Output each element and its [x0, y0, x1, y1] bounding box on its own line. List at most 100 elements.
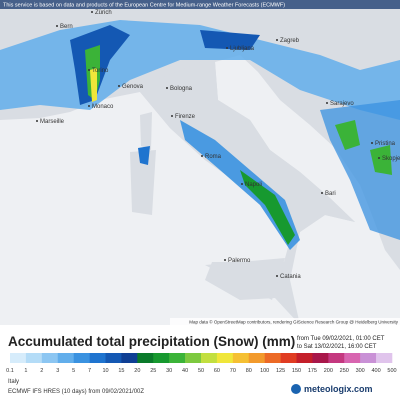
legend-tick-label: 2: [40, 368, 43, 374]
legend-swatch: [376, 353, 393, 363]
attribution-bg: [170, 318, 400, 325]
region: Italy: [8, 379, 19, 385]
legend-tick-label: 250: [340, 368, 349, 374]
city-label: Pristina: [375, 141, 396, 147]
precip-area: [200, 30, 260, 50]
precip-area: [335, 120, 360, 150]
precip-area: [240, 170, 295, 245]
legend: Accumulated total precipitation (Snow) (…: [6, 334, 396, 395]
city-label: Torino: [92, 68, 109, 74]
city-label: Monaco: [92, 104, 114, 110]
legend-tick-label: 3: [56, 368, 59, 374]
legend-tick-label: 25: [150, 368, 156, 374]
city-label: Bern: [60, 24, 73, 30]
city-dot: [118, 85, 120, 87]
city-label: Catania: [280, 274, 301, 280]
date-from: from Tue 09/02/2021, 01:00 CET: [297, 336, 385, 342]
legend-tick-label: 40: [182, 368, 188, 374]
legend-tick-label: 80: [246, 368, 252, 374]
legend-swatch: [73, 353, 90, 363]
legend-swatch: [10, 353, 27, 363]
city-dot: [378, 157, 380, 159]
italy: [140, 62, 355, 240]
legend-tick-label: 1: [24, 368, 27, 374]
city-dot: [201, 155, 203, 157]
city-dot: [241, 183, 243, 185]
legend-tick-label: 300: [356, 368, 365, 374]
legend-swatch: [232, 353, 250, 363]
city-dot: [326, 102, 328, 104]
legend-title: Accumulated total precipitation (Snow) (…: [8, 334, 295, 349]
legend-swatch: [169, 353, 186, 363]
map: This service is based on data and produc…: [0, 0, 400, 325]
legend-swatch: [216, 353, 234, 363]
legend-swatch: [360, 353, 377, 363]
city-label: Firenze: [175, 114, 196, 120]
precip-area: [370, 145, 392, 175]
sardinia: [130, 150, 156, 215]
legend-tick-label: 60: [214, 368, 220, 374]
city-dot: [226, 47, 228, 49]
city-labels: Bern Zürich Torino Genova Monaco Marseille Bol…: [36, 10, 400, 280]
city-label: Zagreb: [280, 38, 300, 44]
legend-swatch: [312, 353, 329, 363]
legend-tick-label: 125: [276, 368, 285, 374]
city-dot: [276, 39, 278, 41]
sicily: [205, 258, 285, 300]
legend-swatch: [121, 353, 138, 363]
legend-swatch: [41, 353, 59, 363]
city-label: Skopje: [382, 156, 400, 162]
legend-tick-label: 15: [118, 368, 124, 374]
legend-swatch: [280, 353, 297, 363]
legend-tick-label: 7: [88, 368, 91, 374]
legend-swatch: [185, 353, 202, 363]
legend-tick-label: 30: [166, 368, 172, 374]
notice: This service is based on data and produc…: [3, 3, 285, 9]
legend-swatch: [344, 353, 361, 363]
legend-tick-label: 200: [324, 368, 333, 374]
legend-tick-label: 175: [308, 368, 317, 374]
precip-area: [90, 68, 97, 102]
city-label: Sarajevo: [330, 101, 354, 107]
legend-tick-label: 0.1: [6, 368, 14, 374]
legend-swatch: [248, 353, 265, 363]
corsica: [140, 112, 152, 150]
city-dot: [88, 69, 90, 71]
color-scale: 0.1 1 2 3 5 7 10 15 20 25 30 40 50 60 70 80 100 125 150 175…: [6, 353, 397, 374]
legend-tick-label: 50: [198, 368, 204, 374]
city-label: Genova: [122, 84, 144, 90]
legend-swatch: [137, 353, 154, 363]
legend-tick-label: 400: [371, 368, 380, 374]
city-dot: [321, 192, 323, 194]
notice-bar: [0, 0, 400, 9]
legend-tick-label: 20: [134, 368, 140, 374]
legend-swatch: [105, 353, 122, 363]
legend-swatch: [264, 353, 281, 363]
precip-area: [138, 146, 150, 165]
legend-swatch: [89, 353, 106, 363]
date-to: to Sat 13/02/2021, 16:00 CET: [297, 344, 377, 350]
city-dot: [224, 259, 226, 261]
legend-swatch: [296, 353, 313, 363]
logo: [291, 384, 301, 394]
legend-swatch: [25, 353, 43, 363]
city-label: Roma: [205, 154, 222, 160]
legend-tick-label: 5: [72, 368, 75, 374]
legend-tick-label: 10: [102, 368, 108, 374]
city-label: Napoli: [245, 182, 262, 188]
legend-swatch: [328, 353, 345, 363]
city-dot: [171, 115, 173, 117]
precip-area: [180, 120, 300, 250]
city-dot: [371, 142, 373, 144]
city-label: Bari: [325, 191, 336, 197]
attribution: Map data © OpenStreetMap contributors, r…: [189, 319, 398, 325]
city-label: Marseille: [40, 119, 65, 125]
city-dot: [166, 87, 168, 89]
city-dot: [276, 275, 278, 277]
city-dot: [36, 120, 38, 122]
city-label: Ljubljana: [230, 46, 255, 52]
city-label: Zürich: [95, 10, 112, 16]
legend-tick-label: 70: [230, 368, 236, 374]
model: ECMWF IFS HRES (10 days) from 09/02/2021…: [8, 389, 144, 395]
